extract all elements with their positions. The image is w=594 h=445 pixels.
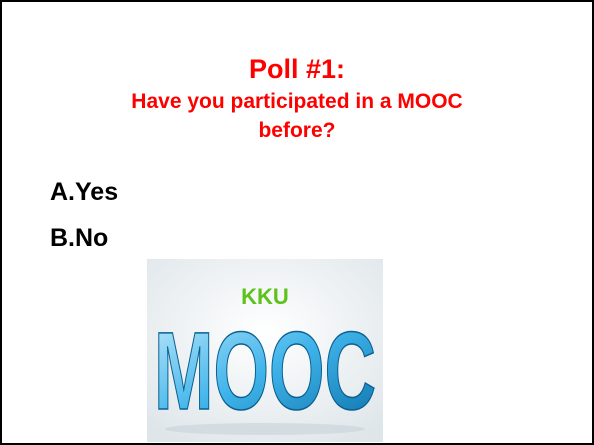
logo-badge: KKU [241, 284, 289, 309]
logo-shadow [165, 423, 365, 435]
option: B.No [50, 224, 108, 253]
poll-title: Poll #1: [2, 54, 592, 85]
question-line: Have you participated in a MOOC [2, 90, 592, 114]
question-line: before? [2, 119, 592, 143]
logo-word: MOOC [154, 310, 376, 433]
option: A.Yes [50, 178, 118, 207]
mooc-logo: KKU MOOC [147, 259, 383, 442]
slide: Poll #1: Have you participated in a MOOC… [0, 0, 594, 445]
